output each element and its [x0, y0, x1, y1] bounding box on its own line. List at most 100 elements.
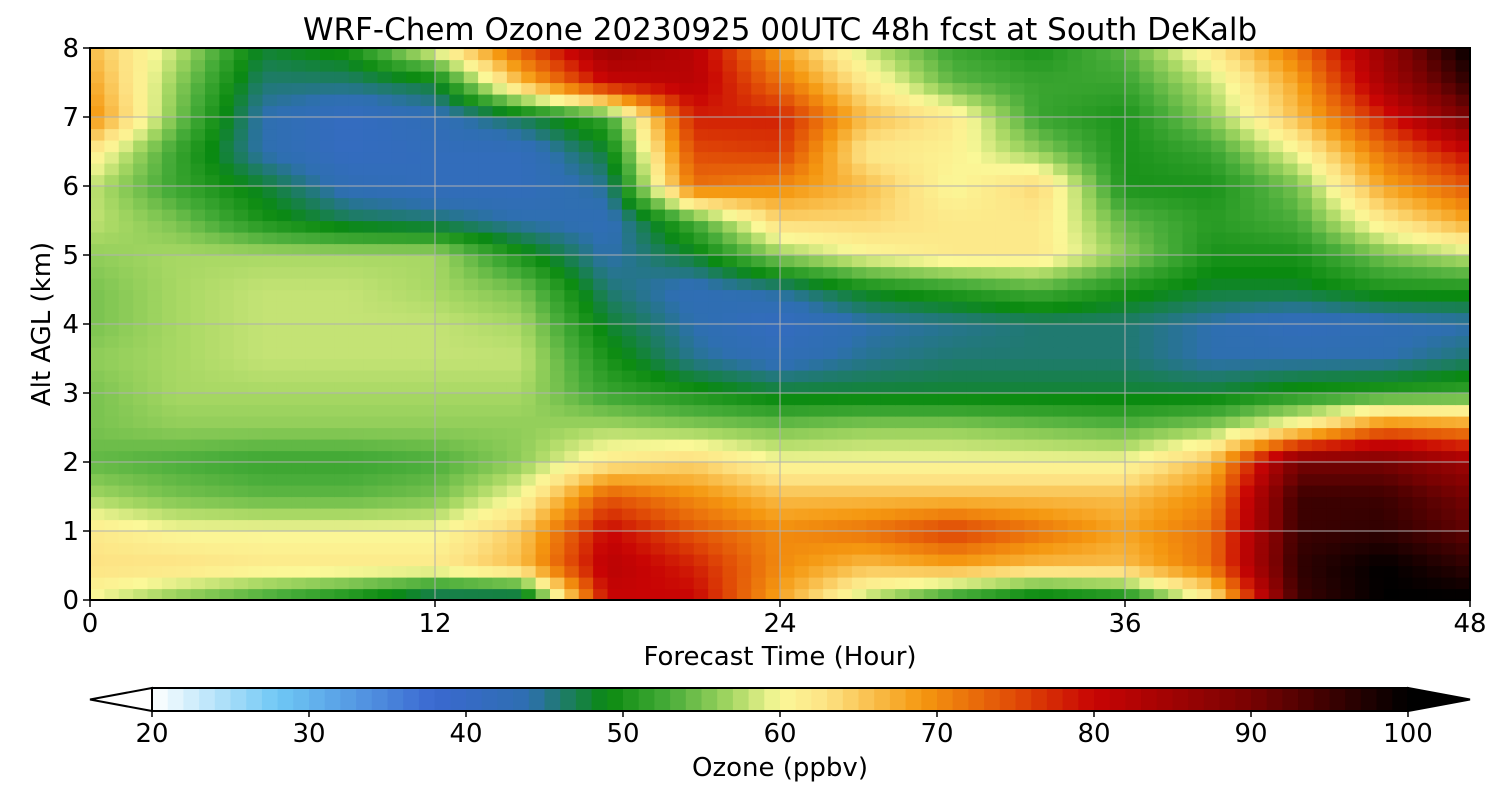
heatmap-cell	[492, 347, 508, 360]
heatmap-cell	[334, 416, 350, 429]
heatmap-cell	[1182, 278, 1198, 291]
heatmap-cell	[190, 220, 206, 233]
heatmap-cell	[118, 531, 134, 544]
heatmap-cell	[909, 508, 925, 521]
heatmap-cell	[391, 473, 407, 486]
heatmap-cell	[1369, 174, 1385, 187]
heatmap-cell	[1081, 519, 1097, 532]
heatmap-cell	[305, 197, 321, 210]
heatmap-cell	[1053, 324, 1069, 337]
heatmap-cell	[1168, 577, 1184, 590]
heatmap-cell	[406, 416, 422, 429]
heatmap-cell	[363, 554, 379, 567]
heatmap-cell	[535, 59, 551, 72]
heatmap-cell	[492, 174, 508, 187]
heatmap-cell	[521, 255, 537, 268]
heatmap-cell	[1182, 266, 1198, 279]
heatmap-cell	[1355, 140, 1370, 153]
heatmap-cell	[966, 163, 982, 176]
heatmap-cell	[751, 71, 767, 84]
heatmap-cell	[1383, 427, 1399, 440]
heatmap-cell	[780, 519, 795, 532]
heatmap-cell	[133, 404, 149, 417]
heatmap-cell	[492, 439, 508, 452]
heatmap-cell	[535, 450, 551, 463]
heatmap-cell	[808, 220, 824, 233]
heatmap-cell	[320, 370, 335, 383]
heatmap-cell	[736, 301, 752, 314]
heatmap-cell	[823, 105, 839, 118]
heatmap-cell	[794, 473, 810, 486]
heatmap-cell	[679, 531, 695, 544]
heatmap-cell	[1096, 450, 1112, 463]
heatmap-cell	[736, 358, 752, 371]
heatmap-cell	[636, 289, 652, 302]
heatmap-cell	[708, 59, 724, 72]
heatmap-cell	[147, 427, 163, 440]
heatmap-cell	[636, 577, 652, 590]
heatmap-cell	[593, 496, 609, 509]
heatmap-cell	[1455, 94, 1471, 107]
heatmap-cell	[320, 140, 335, 153]
heatmap-cell	[909, 381, 925, 394]
heatmap-cell	[823, 163, 839, 176]
heatmap-cell	[593, 278, 609, 291]
heatmap-cell	[262, 531, 278, 544]
heatmap-cell	[952, 48, 968, 61]
heatmap-cell	[1211, 105, 1227, 118]
heatmap-cell	[133, 439, 149, 452]
heatmap-cell	[291, 312, 307, 325]
heatmap-cell	[449, 404, 465, 417]
heatmap-cell	[722, 289, 738, 302]
heatmap-cell	[1426, 473, 1442, 486]
heatmap-cell	[1369, 473, 1385, 486]
heatmap-cell	[1225, 59, 1241, 72]
heatmap-cell	[650, 140, 666, 153]
heatmap-cell	[708, 370, 724, 383]
heatmap-cell	[837, 416, 853, 429]
heatmap-cell	[722, 174, 738, 187]
heatmap-cell	[147, 186, 163, 199]
heatmap-cell	[1455, 59, 1471, 72]
heatmap-cell	[535, 266, 551, 279]
heatmap-cell	[118, 163, 134, 176]
heatmap-cell	[1038, 335, 1054, 348]
heatmap-cell	[981, 565, 997, 578]
heatmap-cell	[708, 427, 724, 440]
heatmap-cell	[736, 209, 752, 222]
heatmap-cell	[1053, 358, 1069, 371]
heatmap-cell	[1441, 255, 1457, 268]
heatmap-cell	[521, 94, 537, 107]
heatmap-cell	[90, 370, 105, 383]
heatmap-cell	[1268, 243, 1284, 256]
heatmap-cell	[880, 128, 896, 141]
colorbar-segment	[1109, 688, 1126, 711]
heatmap-cell	[1024, 347, 1040, 360]
heatmap-cell	[104, 485, 120, 498]
heatmap-cell	[1283, 117, 1299, 130]
heatmap-cell	[492, 128, 508, 141]
heatmap-cell	[406, 48, 422, 61]
heatmap-cell	[593, 404, 609, 417]
heatmap-cell	[219, 105, 235, 118]
heatmap-cell	[1383, 59, 1399, 72]
heatmap-cell	[923, 174, 939, 187]
heatmap-cell	[406, 462, 422, 475]
heatmap-cell	[118, 151, 134, 164]
heatmap-cell	[506, 128, 522, 141]
heatmap-cell	[1398, 370, 1414, 383]
heatmap-cell	[1168, 347, 1184, 360]
heatmap-cell	[420, 588, 436, 601]
y-tick-label: 7	[62, 103, 79, 133]
heatmap-cell	[593, 163, 609, 176]
heatmap-cell	[593, 71, 609, 84]
heatmap-cell	[938, 462, 954, 475]
heatmap-cell	[1139, 335, 1155, 348]
heatmap-cell	[1283, 335, 1299, 348]
heatmap-cell	[1225, 427, 1241, 440]
heatmap-cell	[823, 186, 839, 199]
heatmap-cell	[1168, 174, 1184, 187]
heatmap-cell	[1096, 554, 1112, 567]
heatmap-cell	[1010, 554, 1025, 567]
heatmap-cell	[1211, 416, 1227, 429]
